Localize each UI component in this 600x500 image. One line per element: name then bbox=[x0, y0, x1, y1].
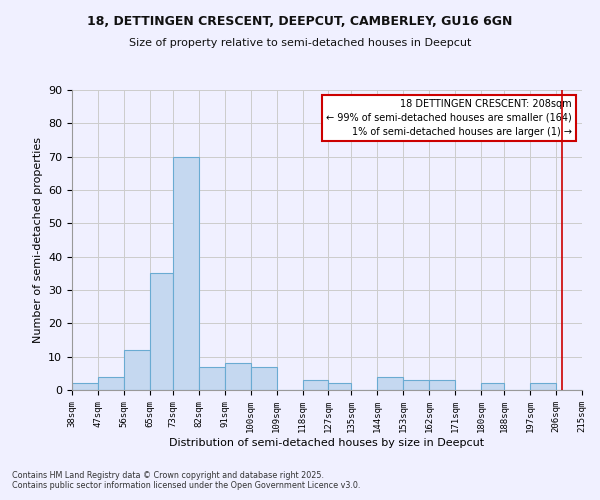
Bar bbox=[98, 376, 124, 390]
Text: 18, DETTINGEN CRESCENT, DEEPCUT, CAMBERLEY, GU16 6GN: 18, DETTINGEN CRESCENT, DEEPCUT, CAMBERL… bbox=[88, 15, 512, 28]
Bar bbox=[328, 384, 352, 390]
Bar bbox=[251, 366, 277, 390]
Bar bbox=[150, 274, 173, 390]
X-axis label: Distribution of semi-detached houses by size in Deepcut: Distribution of semi-detached houses by … bbox=[169, 438, 485, 448]
Bar bbox=[429, 380, 455, 390]
Bar bbox=[302, 380, 328, 390]
Bar bbox=[377, 376, 403, 390]
Text: Contains HM Land Registry data © Crown copyright and database right 2025.
Contai: Contains HM Land Registry data © Crown c… bbox=[12, 470, 361, 490]
Bar bbox=[173, 156, 199, 390]
Y-axis label: Number of semi-detached properties: Number of semi-detached properties bbox=[32, 137, 43, 343]
Bar bbox=[403, 380, 429, 390]
Bar bbox=[72, 384, 98, 390]
Text: 18 DETTINGEN CRESCENT: 208sqm
← 99% of semi-detached houses are smaller (164)
1%: 18 DETTINGEN CRESCENT: 208sqm ← 99% of s… bbox=[326, 99, 572, 137]
Bar bbox=[225, 364, 251, 390]
Bar bbox=[124, 350, 150, 390]
Text: Size of property relative to semi-detached houses in Deepcut: Size of property relative to semi-detach… bbox=[129, 38, 471, 48]
Bar bbox=[530, 384, 556, 390]
Bar bbox=[199, 366, 225, 390]
Bar bbox=[481, 384, 504, 390]
